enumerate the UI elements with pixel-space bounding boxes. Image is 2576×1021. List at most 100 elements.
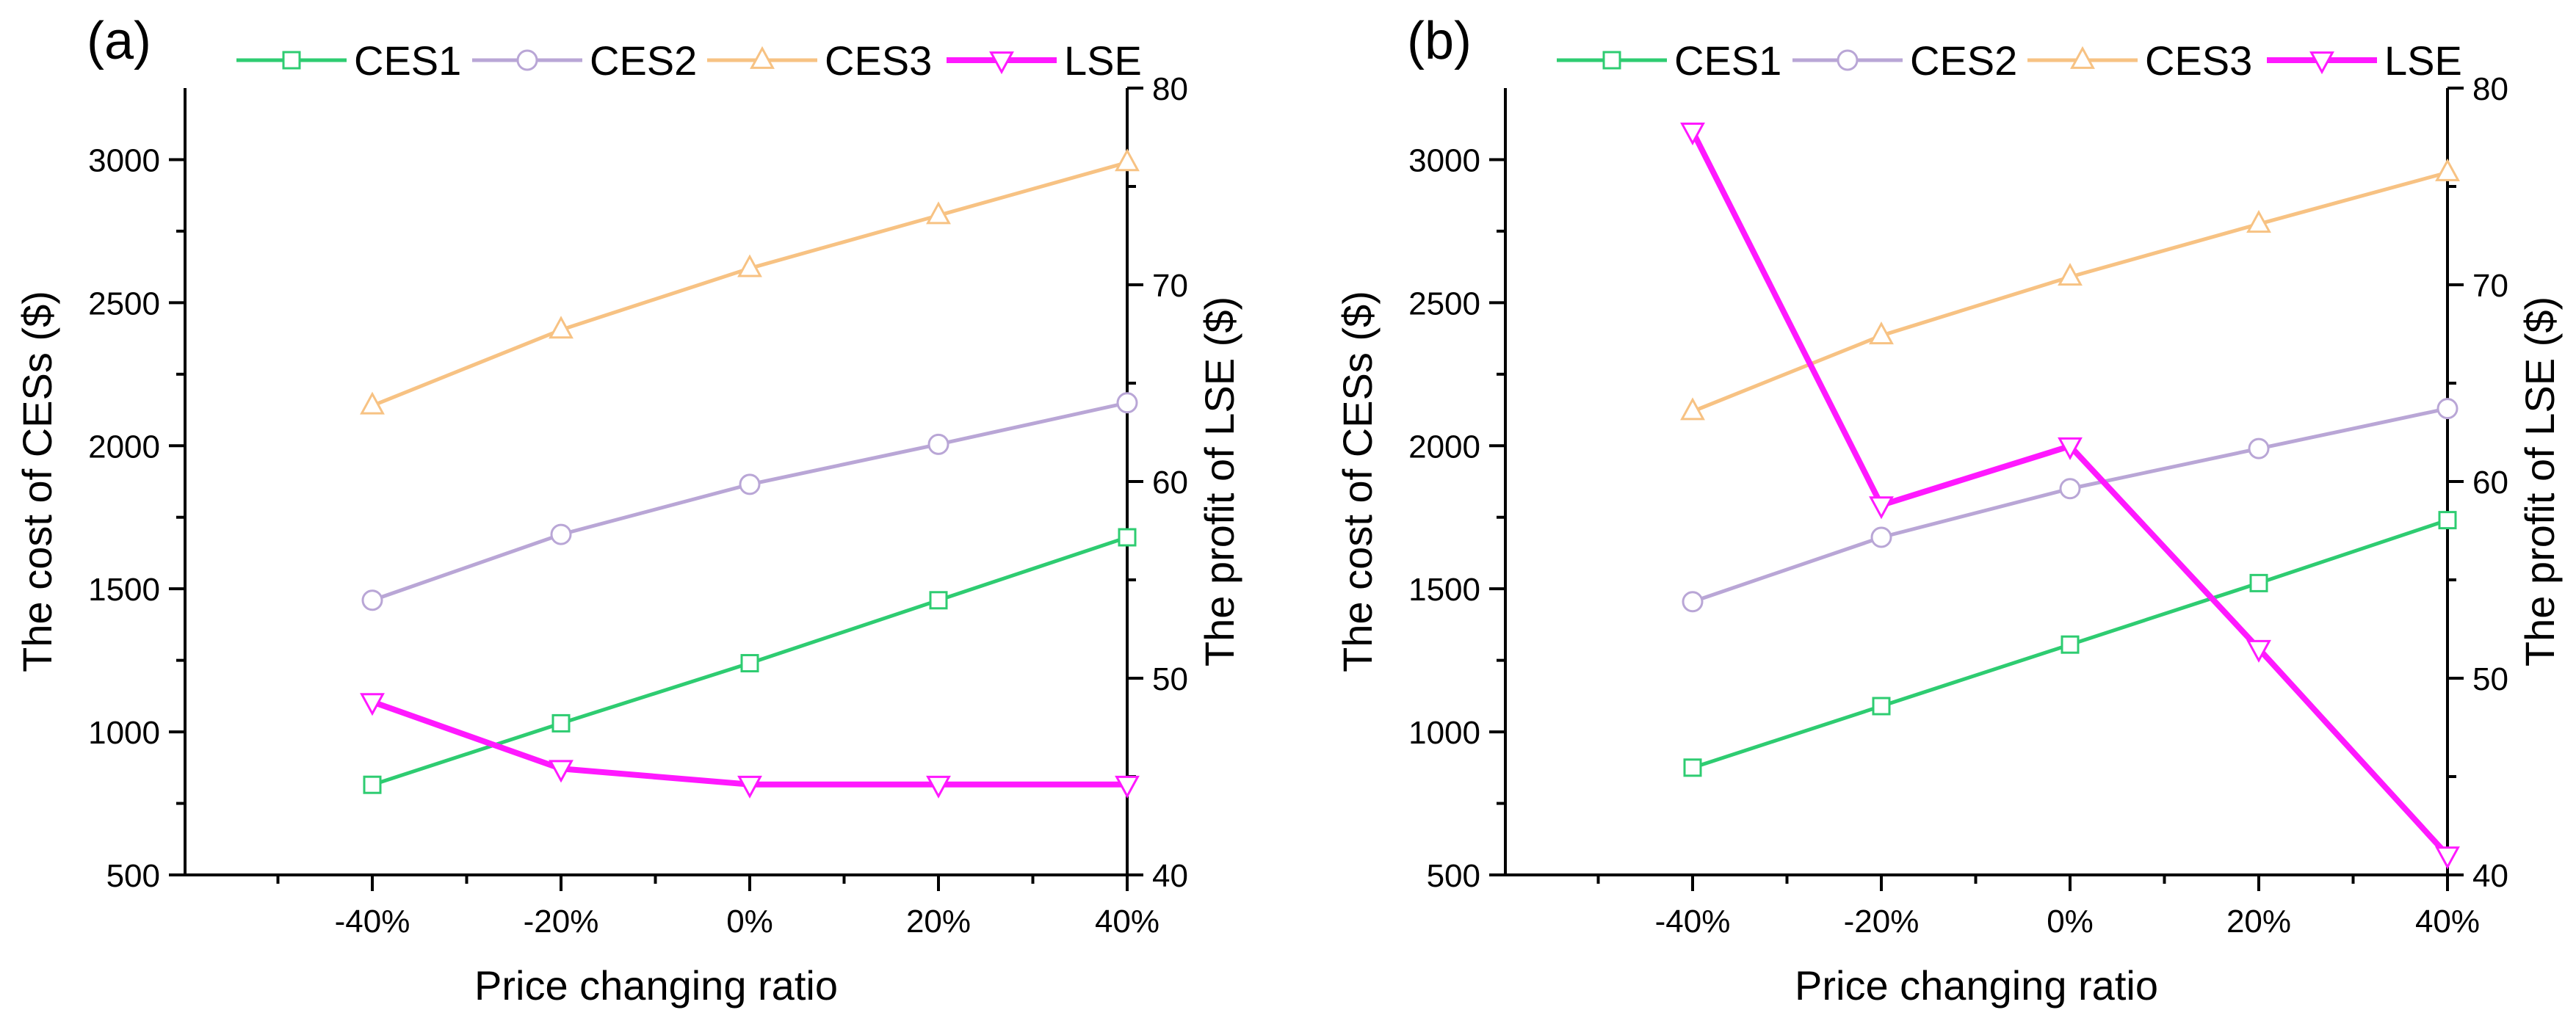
data-point-lse — [549, 760, 574, 783]
x-tick-label: 20% — [2226, 904, 2291, 940]
chart-panel-1: -40% -20% 0% 20% 40% 500 1000 1500 2000 2500 3000 4… — [14, 12, 1242, 1009]
right-y-axis-title: The profit of LSE ($) — [2517, 297, 2563, 666]
data-point-lse — [737, 775, 762, 799]
legend-marker-lse — [989, 51, 1014, 75]
right-y-tick-label: 40 — [2472, 858, 2508, 894]
data-point-lse — [1680, 123, 1705, 146]
legend-marker-lse — [2309, 51, 2334, 75]
data-point-ces1 — [1118, 528, 1137, 547]
right-y-tick-label: 60 — [1152, 465, 1188, 501]
data-point-ces1 — [1872, 697, 1891, 716]
x-tick-label: -40% — [1655, 904, 1731, 940]
data-point-ces2 — [1116, 392, 1138, 414]
right-y-tick-label: 80 — [2472, 71, 2508, 107]
x-tick-label: 0% — [2047, 904, 2094, 940]
panel-label: (a) — [87, 12, 151, 70]
data-point-ces1 — [740, 654, 759, 673]
legend-marker-ces3 — [750, 46, 775, 69]
data-point-ces2 — [550, 523, 572, 545]
x-tick-label: 20% — [906, 904, 971, 940]
data-point-ces2 — [1682, 591, 1704, 613]
data-point-lse — [360, 693, 385, 716]
x-tick-label: 40% — [1095, 904, 1159, 940]
x-tick-label: -20% — [1844, 904, 1920, 940]
data-point-ces3 — [737, 254, 762, 277]
legend-label-ces3: CES3 — [2145, 37, 2252, 84]
legend-label-ces2: CES2 — [1910, 37, 2017, 84]
data-point-ces2 — [2436, 398, 2459, 420]
right-y-tick-label: 40 — [1152, 858, 1188, 894]
left-y-tick-label: 2500 — [1408, 286, 1480, 321]
data-point-ces3 — [360, 391, 385, 415]
data-point-ces2 — [2248, 437, 2270, 459]
left-y-tick-label: 2500 — [88, 286, 160, 321]
series-line-ces3 — [1692, 170, 2448, 413]
legend-label-ces3: CES3 — [825, 37, 932, 84]
left-y-tick-label: 1000 — [1408, 715, 1480, 751]
right-y-axis-title: The profit of LSE ($) — [1196, 297, 1242, 666]
left-y-tick-label: 500 — [1427, 858, 1480, 894]
legend-label-lse: LSE — [1064, 37, 1142, 84]
left-y-tick-label: 1000 — [88, 715, 160, 751]
panel-label: (b) — [1407, 12, 1472, 70]
legend-label-ces1: CES1 — [354, 37, 461, 84]
data-point-lse — [2246, 639, 2271, 663]
data-point-ces3 — [2246, 210, 2271, 233]
legend-label-lse: LSE — [2384, 37, 2462, 84]
series-line-lse — [371, 699, 1127, 788]
series-line-ces3 — [372, 160, 1128, 408]
data-point-ces1 — [2249, 573, 2268, 592]
data-point-ces2 — [927, 433, 949, 455]
legend-marker-ces1 — [282, 51, 301, 70]
data-point-ces1 — [929, 591, 948, 610]
x-axis-title: Price changing ratio — [1795, 962, 2158, 1009]
left-y-tick-label: 3000 — [88, 142, 160, 178]
legend-label-ces2: CES2 — [590, 37, 697, 84]
data-point-ces2 — [739, 473, 761, 495]
data-point-ces2 — [1870, 526, 1892, 548]
legend-label-ces1: CES1 — [1674, 37, 1781, 84]
data-point-ces3 — [926, 201, 951, 225]
left-y-tick-label: 1500 — [1408, 572, 1480, 608]
data-point-ces1 — [363, 775, 382, 794]
data-point-ces3 — [1115, 148, 1140, 172]
data-point-ces2 — [361, 589, 383, 611]
data-point-lse — [926, 775, 951, 799]
left-y-tick-label: 3000 — [1408, 142, 1480, 178]
data-point-ces1 — [551, 713, 571, 733]
data-point-ces3 — [1680, 397, 1705, 421]
data-point-ces2 — [2059, 478, 2081, 500]
series-line-ces2 — [372, 401, 1128, 603]
legend-marker-ces2 — [516, 49, 538, 71]
chart-panel-2: -40% -20% 0% 20% 40% 500 1000 1500 2000 2500 3000 4… — [1334, 12, 2563, 1009]
right-y-tick-label: 50 — [1152, 661, 1188, 697]
x-tick-label: -40% — [335, 904, 410, 940]
right-y-tick-label: 50 — [2472, 661, 2508, 697]
right-y-tick-label: 70 — [1152, 268, 1188, 304]
right-y-tick-label: 60 — [2472, 465, 2508, 501]
legend-marker-ces1 — [1602, 51, 1621, 70]
data-point-ces1 — [2061, 635, 2080, 654]
left-y-tick-label: 500 — [106, 858, 160, 894]
data-point-lse — [1869, 496, 1894, 520]
x-tick-label: 0% — [726, 904, 773, 940]
data-point-lse — [1115, 775, 1140, 799]
right-y-tick-label: 80 — [1152, 71, 1188, 107]
data-point-ces1 — [2438, 511, 2457, 530]
data-point-lse — [2058, 437, 2083, 460]
data-point-ces3 — [2058, 263, 2083, 286]
left-y-axis-title: The cost of CESs ($) — [1334, 291, 1381, 672]
data-point-ces3 — [549, 316, 574, 339]
left-y-tick-label: 2000 — [1408, 429, 1480, 465]
right-y-tick-label: 70 — [2472, 268, 2508, 304]
left-y-tick-label: 2000 — [88, 429, 160, 465]
x-tick-label: 40% — [2415, 904, 2480, 940]
data-point-ces3 — [1869, 321, 1894, 345]
data-point-lse — [2435, 846, 2460, 870]
data-point-ces3 — [2435, 158, 2460, 181]
legend-marker-ces2 — [1837, 49, 1859, 71]
legend-marker-ces3 — [2070, 46, 2095, 69]
data-point-ces1 — [1683, 758, 1702, 777]
x-axis-title: Price changing ratio — [474, 962, 838, 1009]
